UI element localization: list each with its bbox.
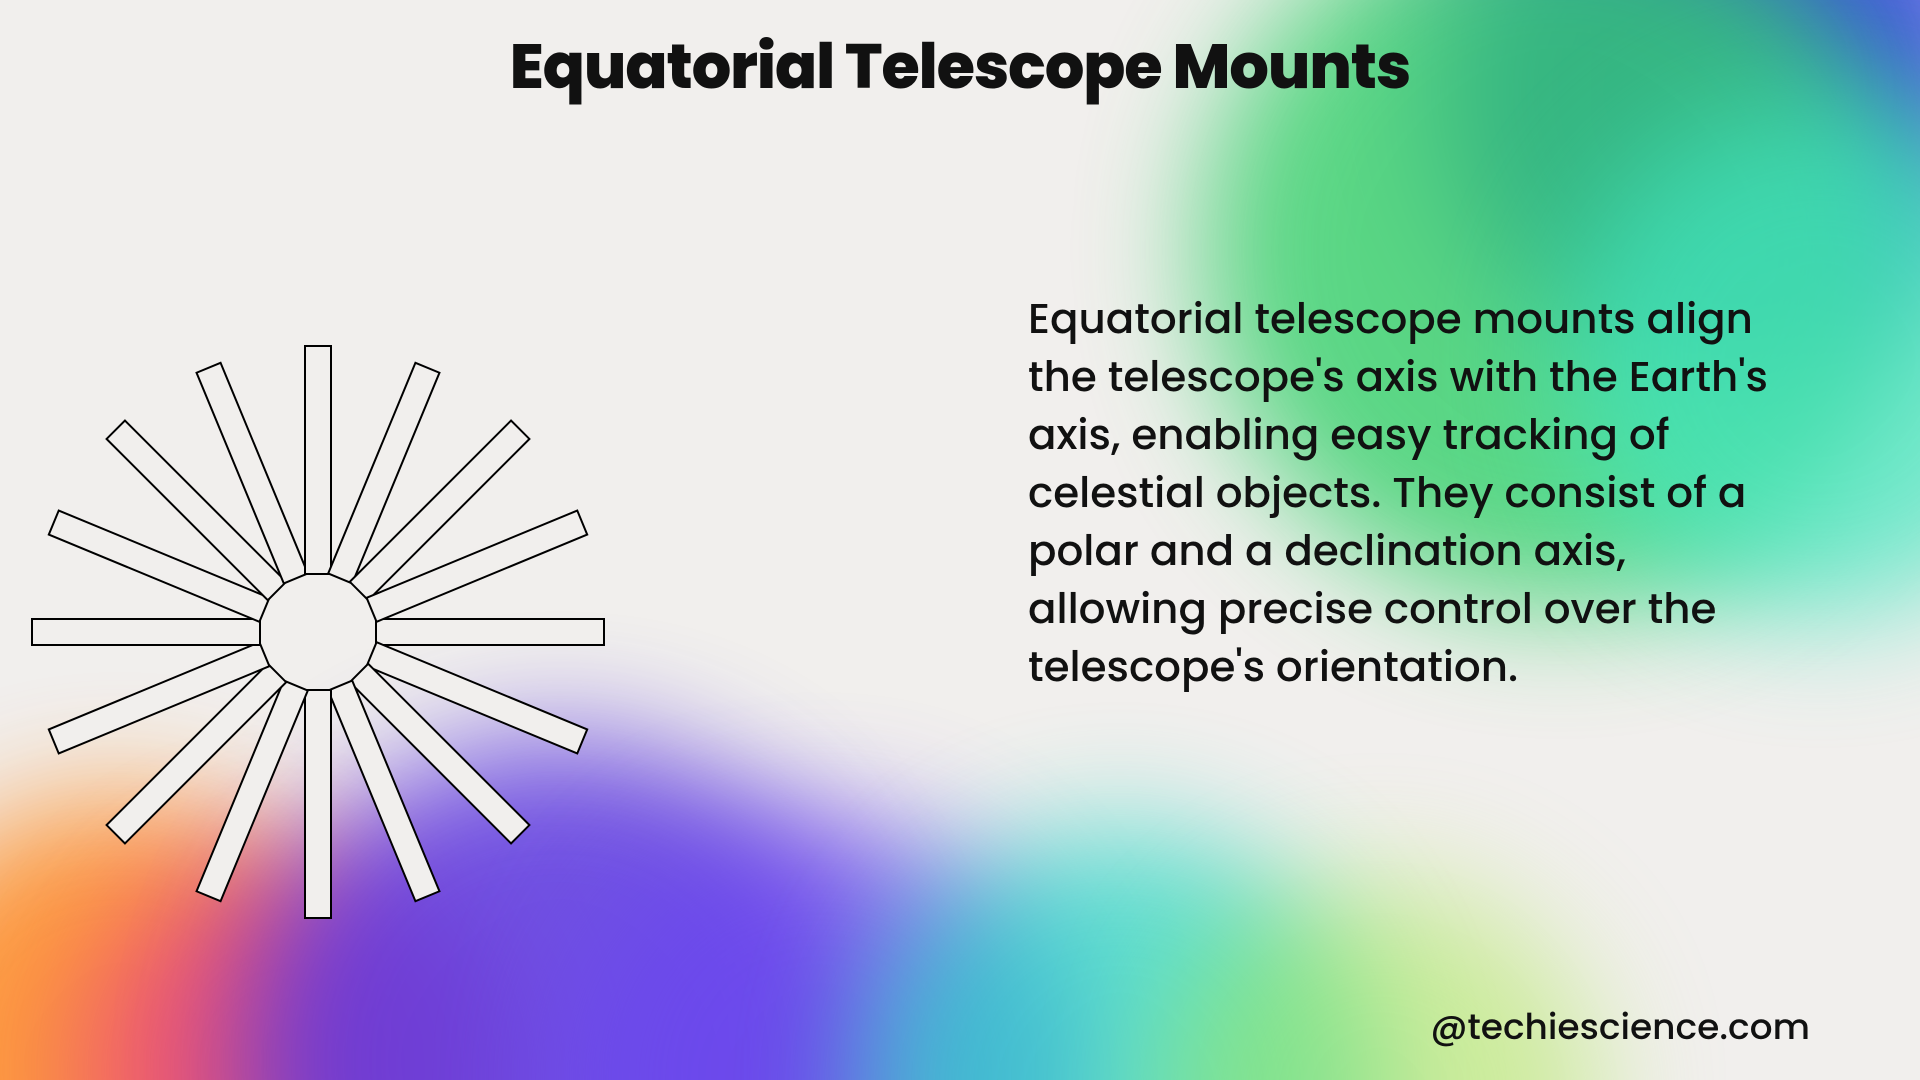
starburst-icon	[28, 342, 608, 922]
starburst-ray	[376, 619, 604, 645]
page-title: Equatorial Telescope Mounts	[0, 20, 1920, 113]
slide: Equatorial Telescope Mounts Equatorial t…	[0, 0, 1920, 1080]
attribution-text: @techiescience.com	[1430, 999, 1810, 1054]
starburst-ray	[305, 346, 331, 574]
starburst-ray	[305, 690, 331, 918]
starburst-ray	[32, 619, 260, 645]
body-paragraph: Equatorial telescope mounts align the te…	[1028, 290, 1788, 696]
